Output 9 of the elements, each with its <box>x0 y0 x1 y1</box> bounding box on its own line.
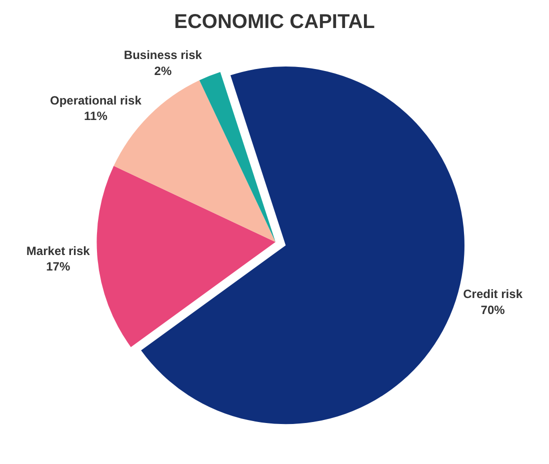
data-label: 70% <box>480 302 506 317</box>
slice-label: Business risk <box>124 48 202 62</box>
slice-label: Operational risk <box>50 93 142 108</box>
data-label: 11% <box>84 108 108 123</box>
chart-title: ECONOMIC CAPITAL <box>174 10 375 33</box>
slice-label: Market risk <box>26 244 90 258</box>
data-label: 2% <box>154 64 172 78</box>
data-label: 17% <box>46 260 70 274</box>
slice-label: Credit risk <box>463 287 523 302</box>
